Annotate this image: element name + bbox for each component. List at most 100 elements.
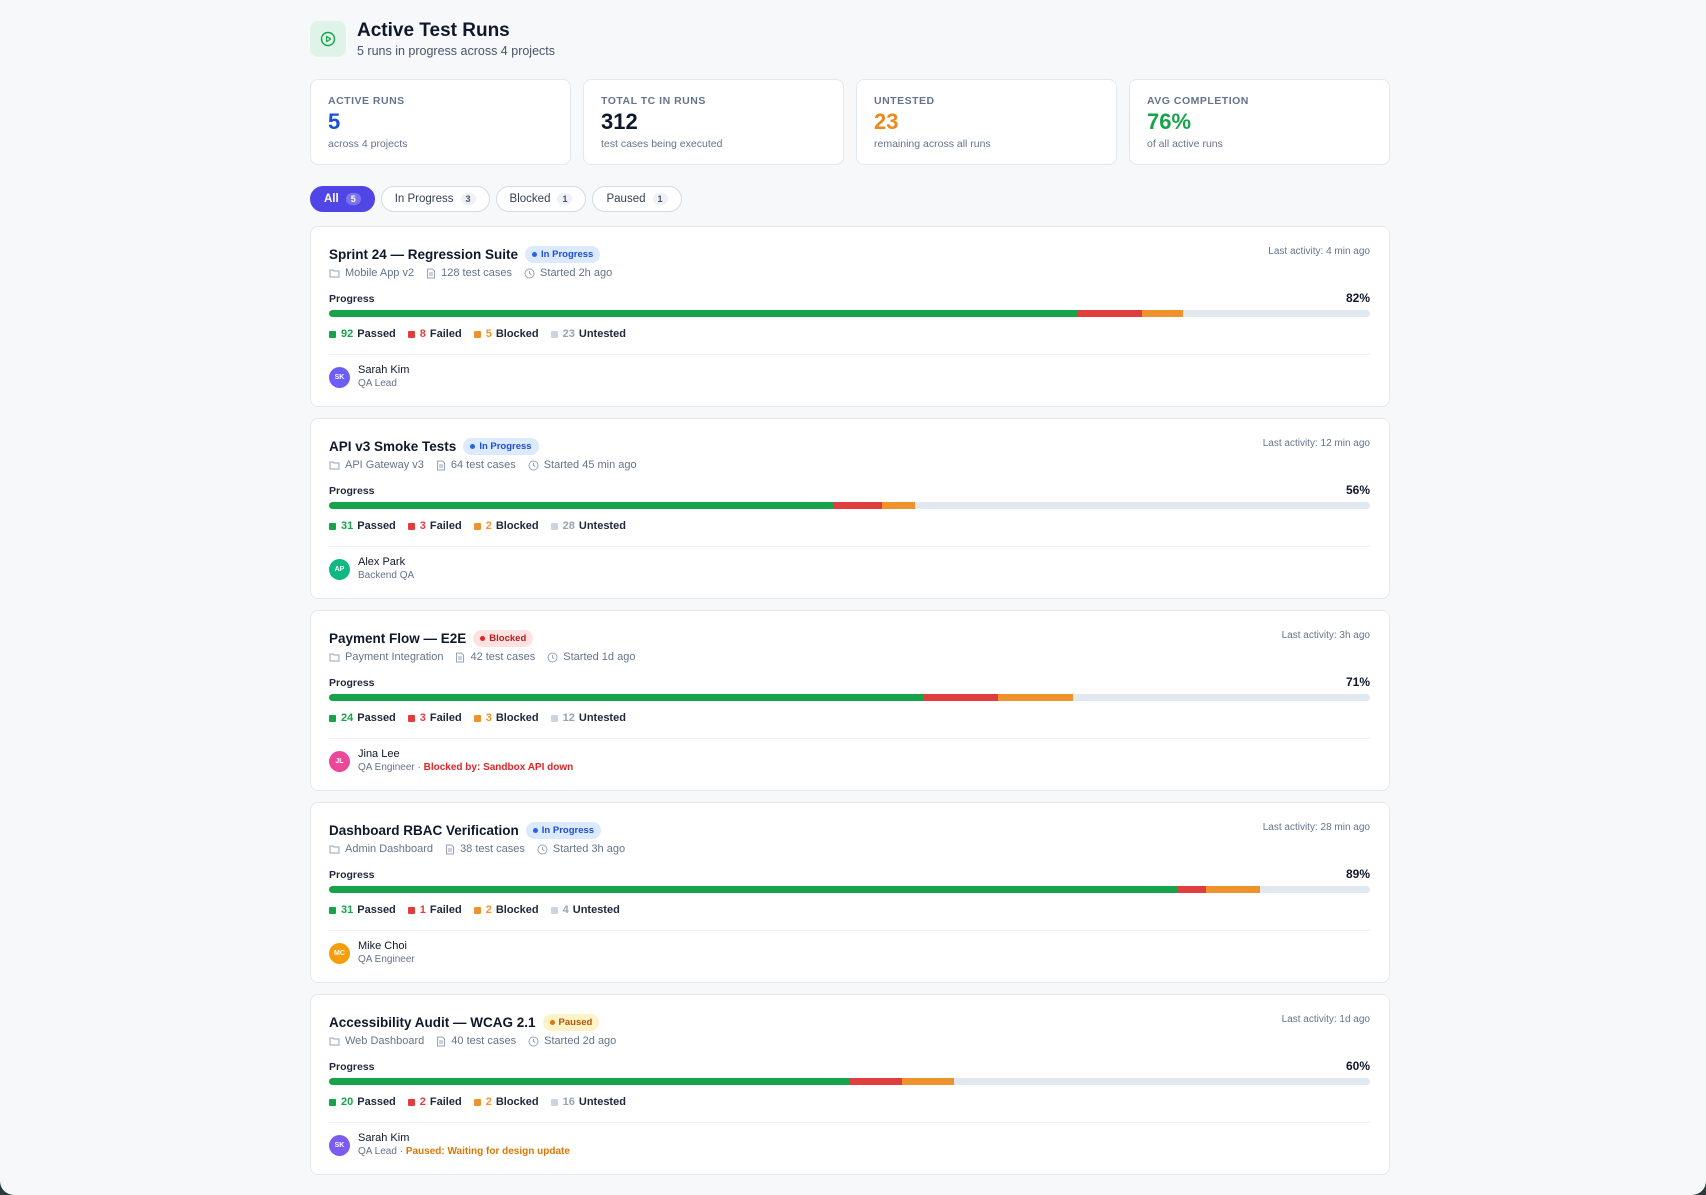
blocked-square-icon <box>473 906 481 914</box>
untested-square-icon <box>550 330 558 338</box>
stat-card-total-tc: Total TC in Runs 312 test cases being ex… <box>583 79 844 165</box>
failed-label: Failed <box>429 1096 462 1108</box>
blocked-square-icon <box>473 522 481 530</box>
progress-bar <box>329 694 1370 701</box>
status-badge: In Progress <box>463 437 539 455</box>
bar-segment-failed <box>849 1078 902 1085</box>
owner-role: QA Lead <box>358 378 397 389</box>
status-dot-icon <box>470 443 476 449</box>
status-label: In Progress <box>541 248 594 260</box>
started-time: Started 2h ago <box>540 267 613 279</box>
page-title: Active Test Runs <box>357 20 510 41</box>
avatar[interactable]: SK <box>329 1134 350 1156</box>
main-content: Active Test Runs 5 runs in progress acro… <box>310 20 1390 1175</box>
meta-test-cases: 40 test cases <box>436 1035 516 1047</box>
run-name[interactable]: Sprint 24 — Regression Suite <box>329 246 519 262</box>
status-label: In Progress <box>479 440 532 452</box>
bar-segment-failed <box>1178 886 1206 893</box>
run-meta: Web Dashboard 40 test cases Started 2d a… <box>329 1033 1370 1049</box>
passed-count: 24 <box>341 712 354 724</box>
filter-label: All <box>324 193 339 205</box>
progress-label: Progress <box>329 293 375 305</box>
filter-label: In Progress <box>394 193 454 205</box>
run-card[interactable]: API v3 Smoke Tests In Progress Last acti… <box>310 418 1390 599</box>
clock-icon <box>547 652 558 662</box>
run-name[interactable]: Payment Flow — E2E <box>329 630 467 646</box>
started-time: Started 45 min ago <box>543 459 637 471</box>
run-meta: Admin Dashboard 38 test cases Started 3h… <box>329 841 1370 857</box>
divider <box>329 738 1370 739</box>
bar-segment-passed <box>329 502 834 509</box>
test-case-count: 64 test cases <box>450 459 516 471</box>
passed-label: Passed <box>357 904 396 916</box>
stat-value: 312 <box>601 109 638 134</box>
run-card[interactable]: Accessibility Audit — WCAG 2.1 Paused La… <box>310 994 1390 1175</box>
bar-segment-passed <box>329 310 1078 317</box>
last-activity: Last activity: 12 min ago <box>1262 438 1370 449</box>
untested-count: 23 <box>562 328 575 340</box>
run-name[interactable]: Dashboard RBAC Verification <box>329 822 519 838</box>
folder-icon <box>329 653 340 662</box>
failed-label: Failed <box>429 712 462 724</box>
filter-label: Blocked <box>509 193 551 205</box>
filter-count: 5 <box>345 193 361 205</box>
filter-all[interactable]: All 5 <box>310 186 375 212</box>
folder-icon <box>329 461 340 470</box>
meta-test-cases: 38 test cases <box>445 843 525 855</box>
bar-segment-untested <box>1260 886 1370 893</box>
untested-square-icon <box>550 714 558 722</box>
run-card[interactable]: Dashboard RBAC Verification In Progress … <box>310 802 1390 983</box>
stat-note: test cases being executed <box>601 138 723 150</box>
bar-segment-blocked <box>998 694 1073 701</box>
avatar[interactable]: AP <box>329 558 350 580</box>
passed-label: Passed <box>357 1096 396 1108</box>
meta-started: Started 2h ago <box>524 267 612 279</box>
status-label: Blocked <box>489 632 527 644</box>
filter-count: 1 <box>557 193 573 205</box>
untested-label: Untested <box>578 712 626 724</box>
untested-square-icon <box>550 522 558 530</box>
stat-card-untested: Untested 23 remaining across all runs <box>856 79 1117 165</box>
owner-role: QA Engineer <box>358 954 415 965</box>
play-circle-icon <box>310 21 346 57</box>
status-dot-icon <box>532 251 538 257</box>
meta-started: Started 3h ago <box>537 843 625 855</box>
legend-blocked: 5 Blocked <box>473 328 539 340</box>
legend-untested: 28 Untested <box>550 520 626 532</box>
started-time: Started 2d ago <box>544 1035 617 1047</box>
run-card[interactable]: Payment Flow — E2E Blocked Last activity… <box>310 610 1390 791</box>
run-name[interactable]: Accessibility Audit — WCAG 2.1 <box>329 1014 536 1030</box>
clock-icon <box>528 460 539 470</box>
started-time: Started 1d ago <box>563 651 636 663</box>
avatar[interactable]: MC <box>329 942 350 964</box>
untested-square-icon <box>550 1098 558 1106</box>
owner-role-line: QA Engineer <box>358 953 415 966</box>
run-card[interactable]: Sprint 24 — Regression Suite In Progress… <box>310 226 1390 407</box>
filter-paused[interactable]: Paused 1 <box>592 186 682 212</box>
filter-tabs: All 5 In Progress 3 Blocked 1 Paused 1 <box>310 186 1390 212</box>
filter-in-progress[interactable]: In Progress 3 <box>380 186 490 212</box>
owner-role-line: QA Lead <box>358 377 409 390</box>
avatar[interactable]: SK <box>329 366 350 388</box>
filter-blocked[interactable]: Blocked 1 <box>495 186 587 212</box>
filter-label: Paused <box>606 193 646 205</box>
test-case-count: 38 test cases <box>460 843 525 855</box>
meta-test-cases: 64 test cases <box>436 459 516 471</box>
untested-label: Untested <box>578 1096 626 1108</box>
status-badge: Blocked <box>473 629 534 647</box>
divider <box>329 354 1370 355</box>
stat-label: Active Runs <box>328 95 405 107</box>
avatar[interactable]: JL <box>329 750 350 772</box>
passed-square-icon <box>329 522 336 530</box>
run-owner: AP Alex Park Backend QA <box>329 556 1370 582</box>
progress-label: Progress <box>329 677 375 689</box>
run-name[interactable]: API v3 Smoke Tests <box>329 438 457 454</box>
stat-card-active-runs: Active Runs 5 across 4 projects <box>310 79 571 165</box>
owner-name: Sarah Kim <box>358 364 410 376</box>
legend-blocked: 2 Blocked <box>473 1096 539 1108</box>
owner-name: Sarah Kim <box>358 1132 410 1144</box>
meta-started: Started 45 min ago <box>528 459 637 471</box>
test-case-count: 42 test cases <box>470 651 536 663</box>
stat-value: 23 <box>874 109 899 134</box>
result-legend: 20 Passed 2 Failed 2 Blocked 16 Untested <box>329 1094 1370 1110</box>
